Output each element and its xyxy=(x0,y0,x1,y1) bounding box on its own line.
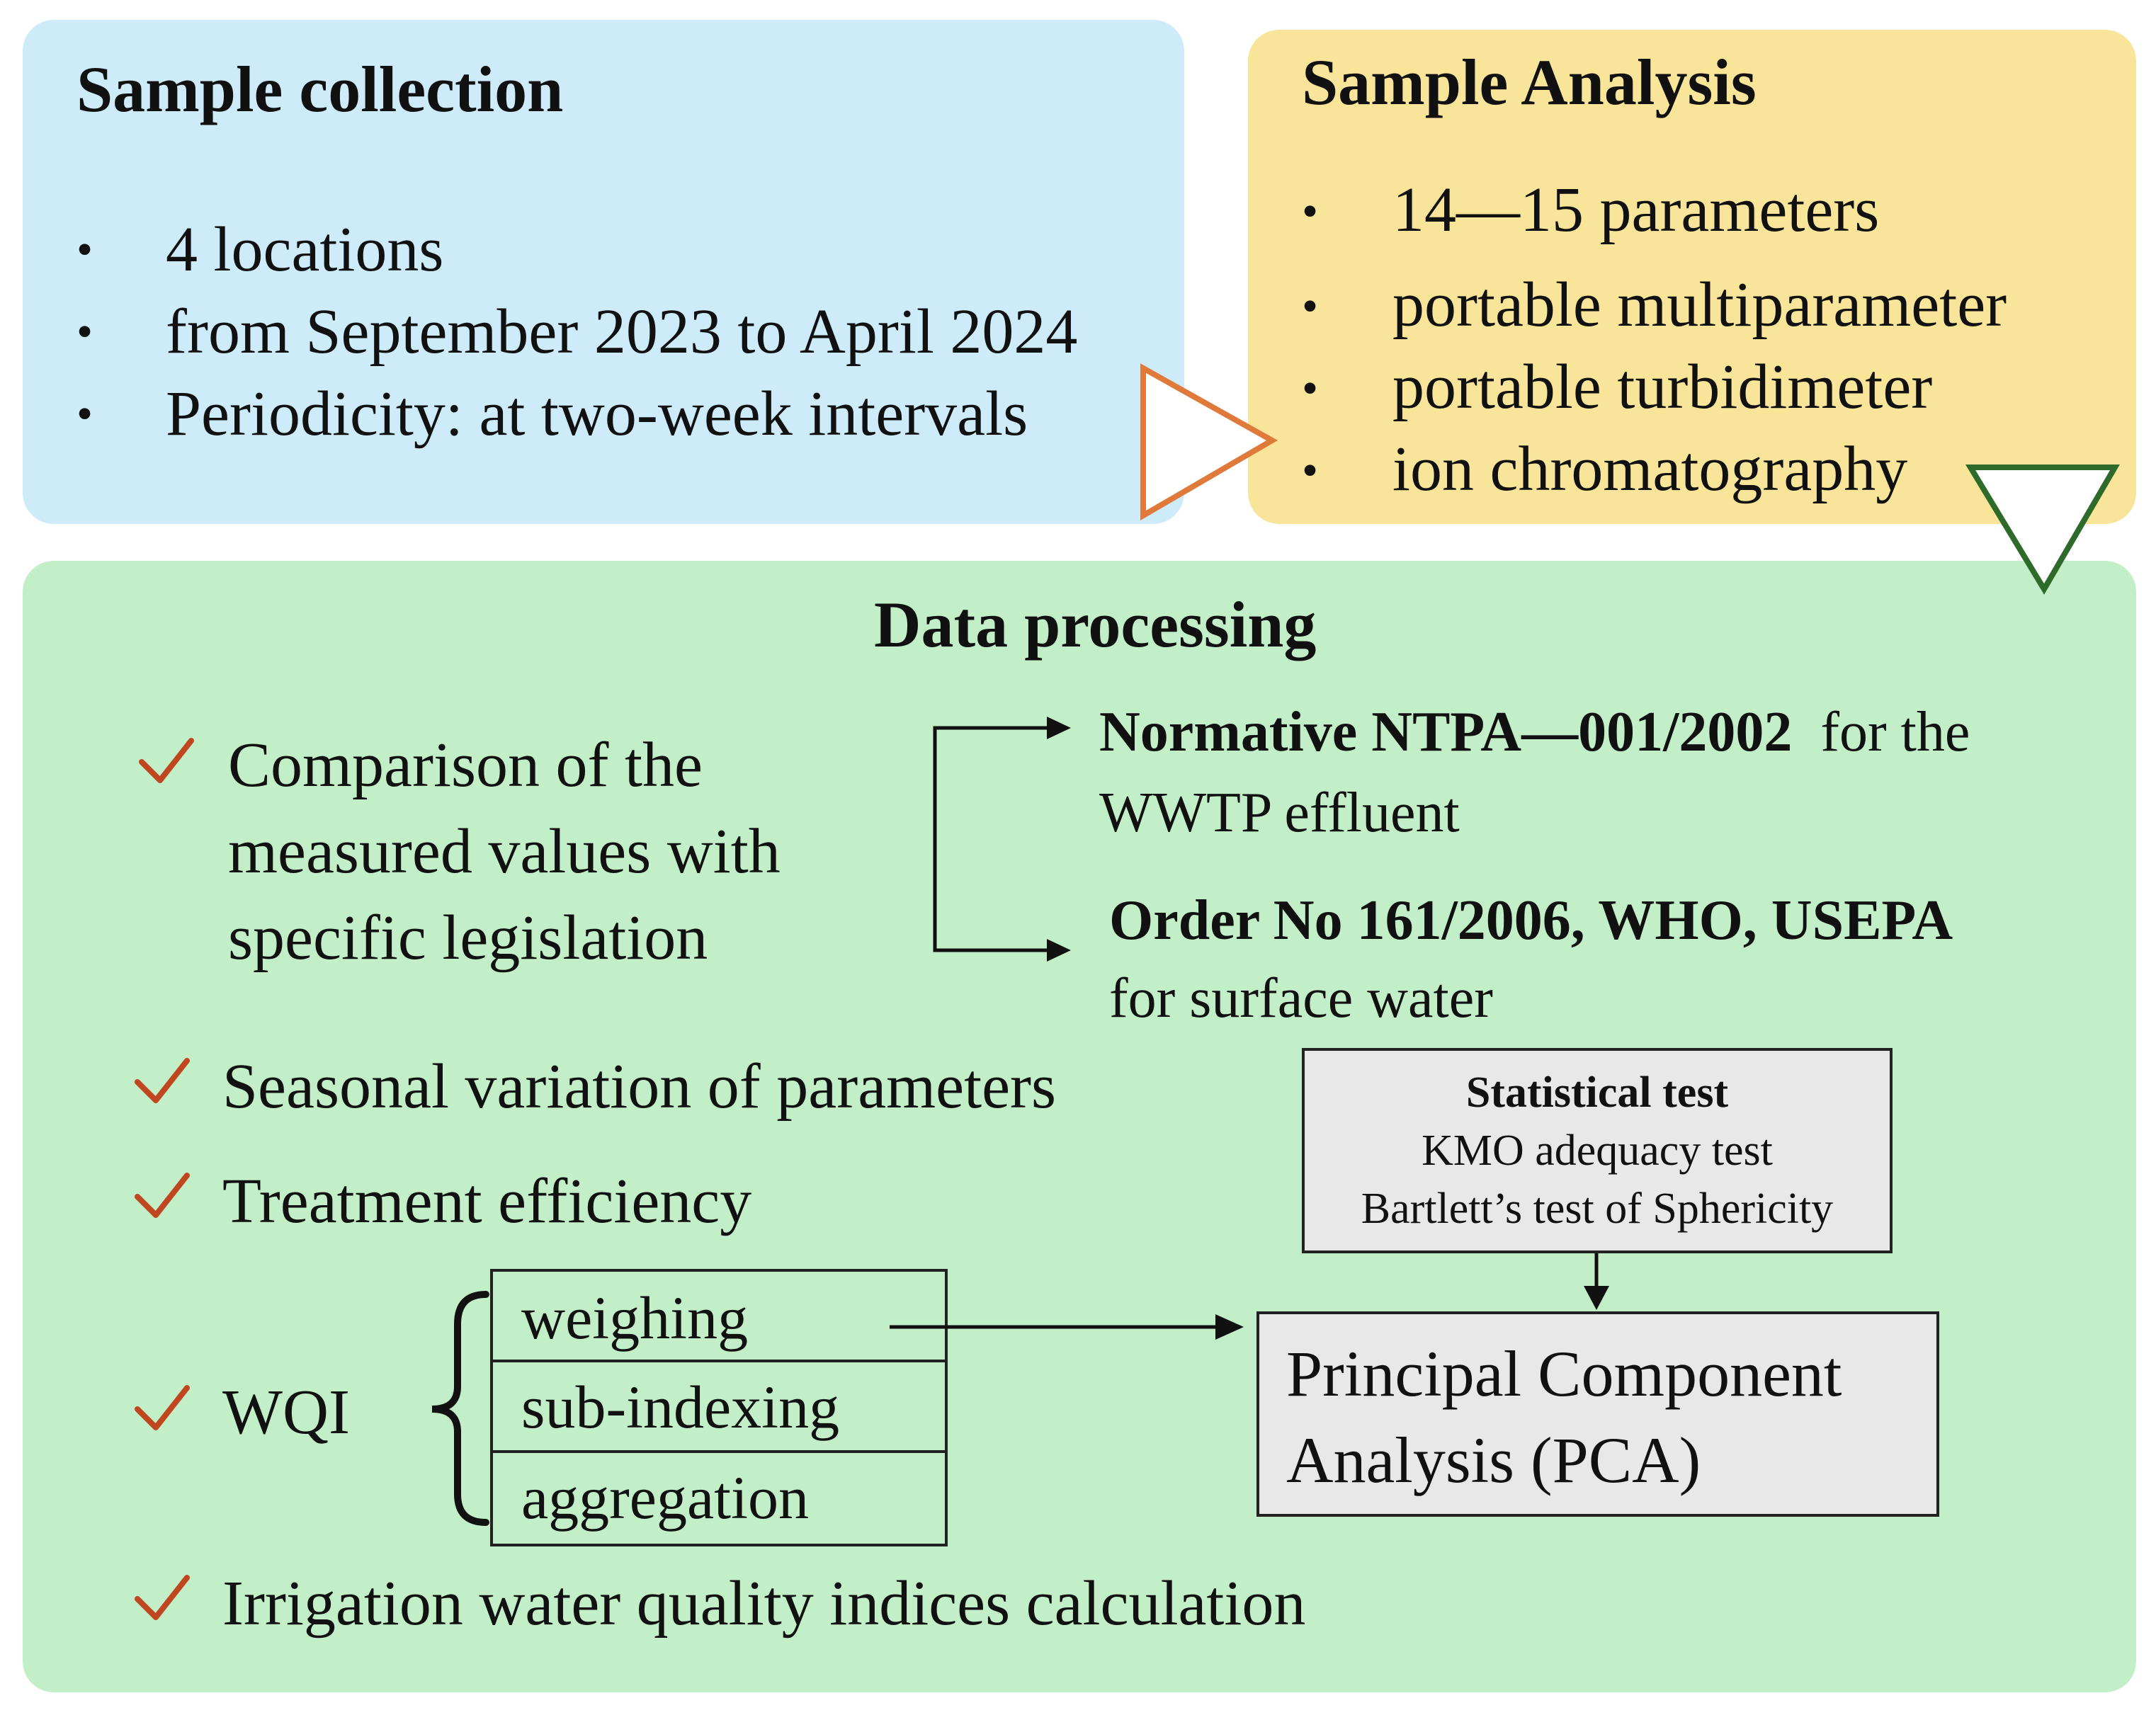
bullet-icon: • xyxy=(1302,445,1319,496)
treatment-item: Treatment efficiency xyxy=(222,1166,752,1236)
arrowhead-icon xyxy=(1047,717,1071,739)
norm1-rest: for the xyxy=(1820,701,1970,763)
arrowhead-icon xyxy=(1047,939,1071,962)
wqi-step-box xyxy=(490,1450,948,1546)
pca-line: Analysis (PCA) xyxy=(1286,1424,1701,1496)
wqi-step: aggregation xyxy=(521,1464,809,1532)
check-icon xyxy=(135,1575,190,1620)
stat-title: Statistical test xyxy=(1465,1069,1729,1117)
collection-item: Periodicity: at two-week intervals xyxy=(166,379,1028,449)
analysis-item: portable multiparameter xyxy=(1392,270,2007,340)
orange-arrow-icon xyxy=(1140,363,1278,520)
arrowhead-icon xyxy=(1584,1286,1609,1310)
seasonal-item: Seasonal variation of parameters xyxy=(222,1052,1057,1122)
norm2-line2: for surface water xyxy=(1109,967,1493,1030)
check-icon xyxy=(135,1173,190,1218)
analysis-title: Sample Analysis xyxy=(1302,46,1757,118)
collection-item: from September 2023 to April 2024 xyxy=(166,297,1078,367)
analysis-item: 14—15 parameters xyxy=(1392,175,1880,245)
norm1-bold: Normative NTPA—001/2002 xyxy=(1099,701,1793,763)
pca-line: Principal Component xyxy=(1286,1338,1842,1410)
wqi-step: sub-indexing xyxy=(521,1373,840,1441)
stat-line: Bartlett’s test of Sphericity xyxy=(1361,1185,1834,1233)
collection-title: Sample collection xyxy=(76,53,564,125)
bullet-icon: • xyxy=(76,224,93,275)
norm1-line2: WWTP effluent xyxy=(1099,782,1460,844)
bullet-icon: • xyxy=(1302,280,1319,332)
comparison-line: Comparison of the xyxy=(228,730,703,800)
bullet-icon: • xyxy=(1302,186,1319,237)
comparison-line: specific legislation xyxy=(228,903,708,973)
check-icon xyxy=(139,738,194,783)
wqi-brace-icon xyxy=(431,1291,489,1526)
processing-title: Data processing xyxy=(874,588,1317,661)
analysis-item: portable turbidimeter xyxy=(1392,352,1933,422)
norm2-bold: Order No 161/2006, WHO, USEPA xyxy=(1109,889,1953,952)
statistical-test-box xyxy=(1302,1048,1893,1253)
sample-analysis-panel xyxy=(1248,30,2136,524)
sample-collection-panel xyxy=(23,20,1184,524)
pca-box xyxy=(1256,1311,1939,1517)
bullet-icon: • xyxy=(76,388,93,440)
analysis-item: ion chromatography xyxy=(1392,434,1908,504)
green-arrow-icon xyxy=(1965,465,2120,595)
arrowhead-icon xyxy=(1215,1314,1244,1340)
collection-item: 4 locations xyxy=(166,215,444,285)
bullet-icon: • xyxy=(76,306,93,358)
wqi-step: weighing xyxy=(521,1284,749,1352)
stat-line: KMO adequacy test xyxy=(1422,1127,1773,1175)
norm1-line1: Normative NTPA—001/2002 for the xyxy=(1099,704,1970,760)
check-icon xyxy=(135,1058,190,1103)
check-icon xyxy=(135,1385,190,1430)
comparison-line: measured values with xyxy=(228,816,781,887)
irrigation-item: Irrigation water quality indices calcula… xyxy=(222,1568,1306,1639)
branch-connector xyxy=(933,726,1062,952)
wqi-item: WQI xyxy=(222,1377,350,1447)
bullet-icon: • xyxy=(1302,363,1319,414)
